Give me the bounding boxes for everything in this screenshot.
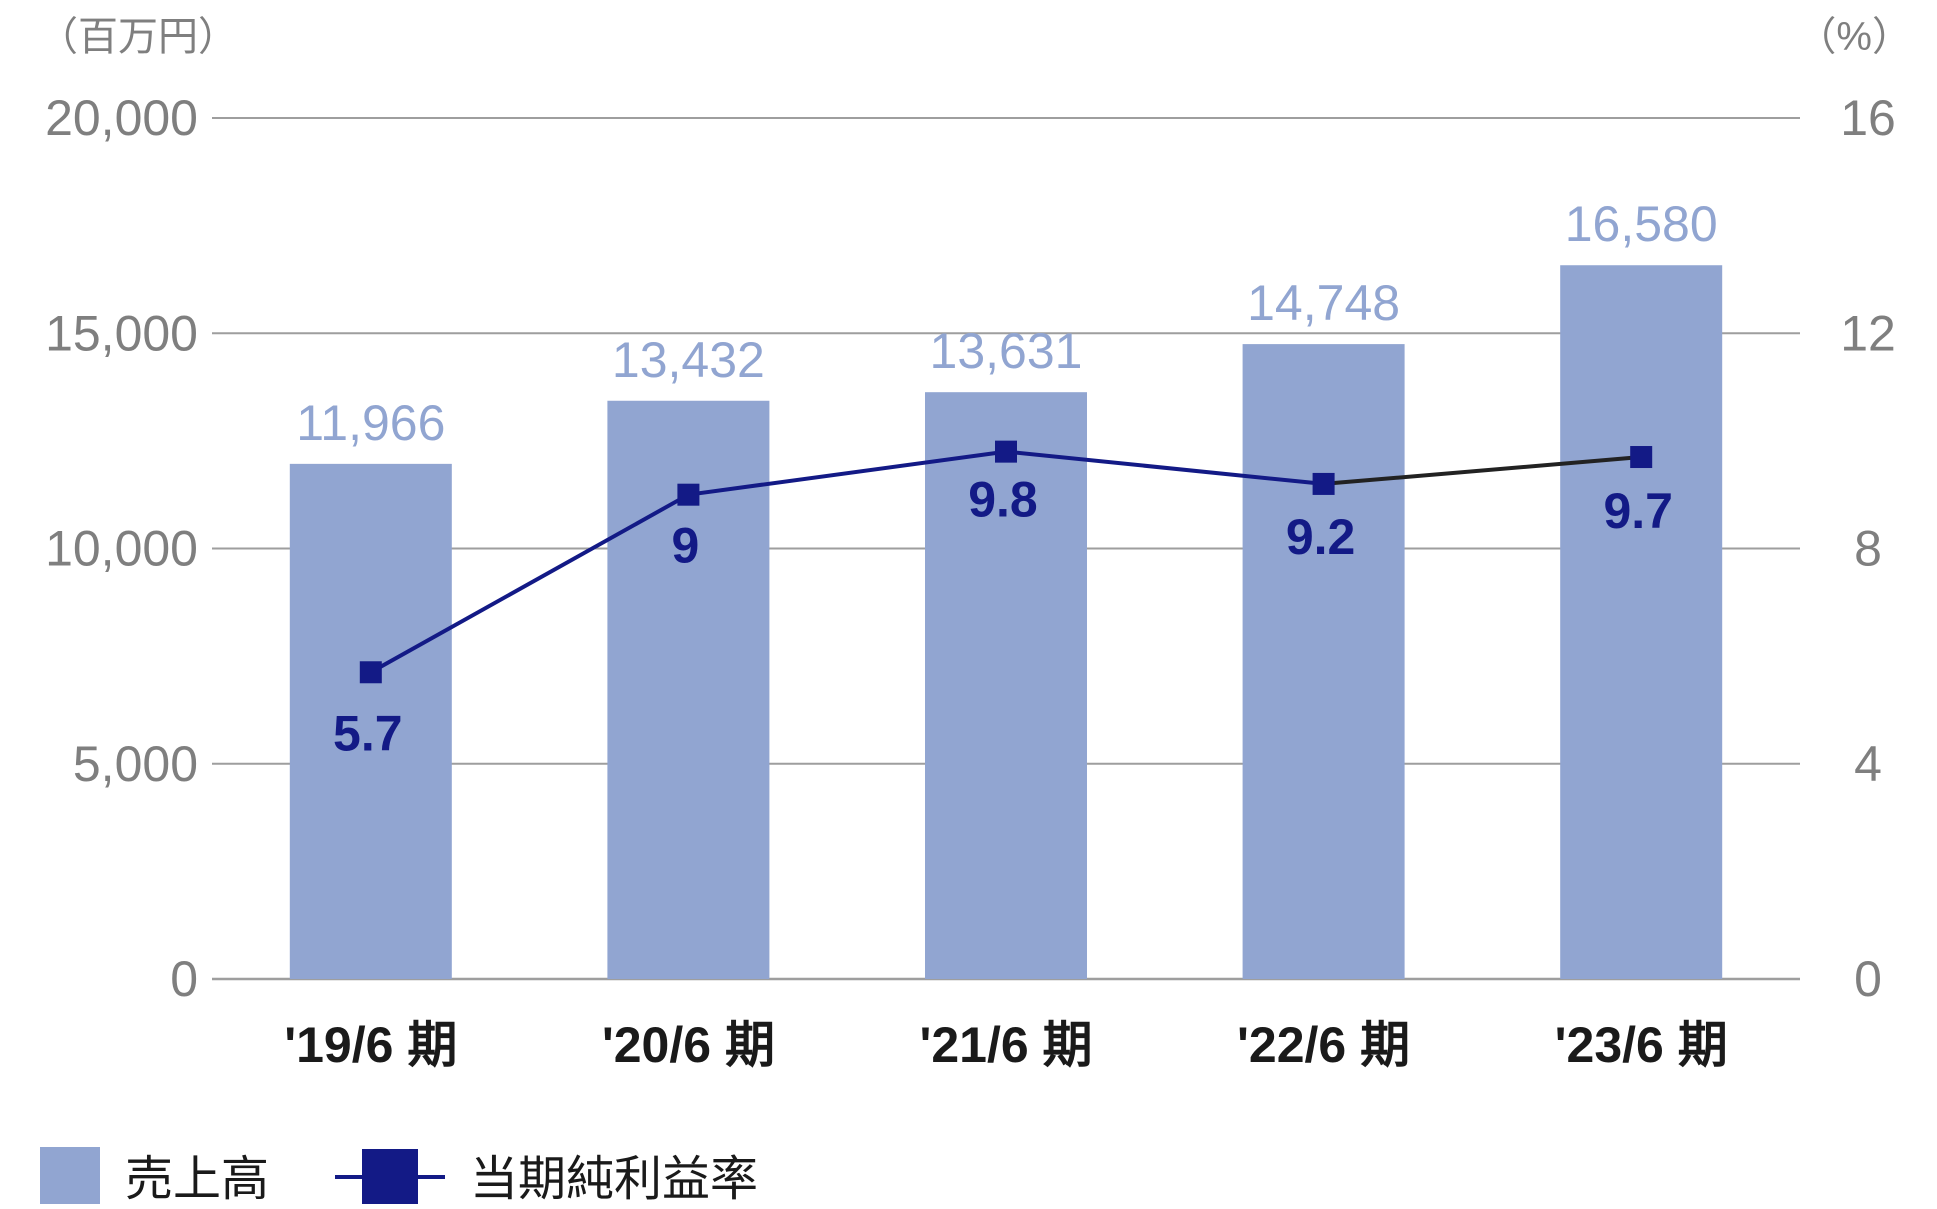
line-marker (995, 440, 1017, 463)
left-tick-label: 10,000 (45, 521, 198, 577)
left-tick-label: 5,000 (73, 736, 198, 792)
legend-swatch-bar (40, 1147, 100, 1207)
line-value-label: 9 (671, 518, 699, 574)
line-value-label: 9.7 (1603, 483, 1673, 539)
bar-value-label: 13,631 (930, 323, 1083, 379)
bar-value-label: 13,432 (612, 332, 765, 388)
left-tick-label: 20,000 (45, 90, 198, 146)
left-unit-label: （百万円） (38, 15, 238, 59)
bar-series (289, 265, 1723, 980)
right-tick-label: 0 (1854, 951, 1882, 1007)
right-tick-label: 16 (1840, 90, 1896, 146)
legend-label-line: 当期純利益率 (470, 1153, 758, 1204)
bar-value-label: 16,580 (1565, 196, 1718, 252)
line-segment (369, 492, 690, 675)
bar (925, 392, 1087, 980)
bar (1560, 265, 1723, 980)
bar (289, 463, 452, 979)
legend-swatch-marker (362, 1149, 418, 1205)
left-tick-label: 15,000 (45, 305, 198, 361)
legend: 売上高 当期純利益率 (40, 1147, 758, 1207)
line-segment (1323, 455, 1642, 486)
bar (1242, 344, 1405, 979)
line-segment (1005, 449, 1324, 486)
x-category-label: '23/6 期 (1555, 1017, 1728, 1073)
x-category-label: '20/6 期 (602, 1017, 775, 1073)
line-value-label: 9.8 (968, 472, 1038, 528)
labels: （百万円） （%） 0 0 5,000 4 10,000 8 15,000 12 20,000 1… (38, 15, 1912, 1073)
right-tick-label: 12 (1840, 305, 1896, 361)
right-tick-label: 4 (1854, 736, 1882, 792)
left-tick-label: 0 (170, 951, 198, 1007)
legend-label-bar: 売上高 (125, 1153, 269, 1204)
right-unit-label: （%） (1796, 15, 1912, 59)
x-category-label: '21/6 期 (919, 1017, 1092, 1073)
line-marker (1312, 472, 1335, 495)
line-marker (1630, 446, 1653, 469)
x-category-label: '22/6 期 (1237, 1017, 1410, 1073)
line-marker (359, 661, 382, 684)
bar-value-label: 11,966 (296, 395, 445, 451)
line-marker (677, 483, 700, 506)
line-value-label: 9.2 (1286, 509, 1356, 565)
line-series (359, 440, 1653, 684)
x-category-label: '19/6 期 (284, 1017, 457, 1073)
bar-value-label: 14,748 (1247, 275, 1400, 331)
line-value-label: 5.7 (333, 705, 403, 761)
right-tick-label: 8 (1854, 521, 1882, 577)
line-segment (688, 449, 1007, 497)
